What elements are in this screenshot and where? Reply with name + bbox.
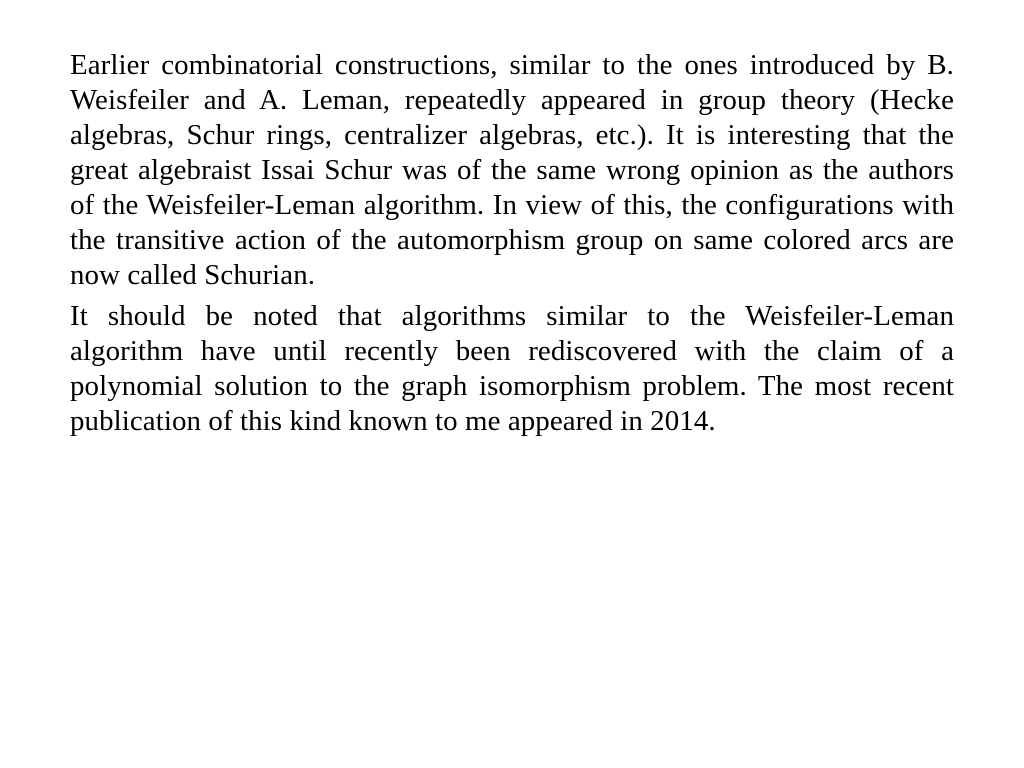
document-page: Earlier combinatorial constructions, sim… [0,0,1024,768]
paragraph-1: Earlier combinatorial constructions, sim… [70,48,954,293]
paragraph-2: It should be noted that algorithms simil… [70,299,954,439]
